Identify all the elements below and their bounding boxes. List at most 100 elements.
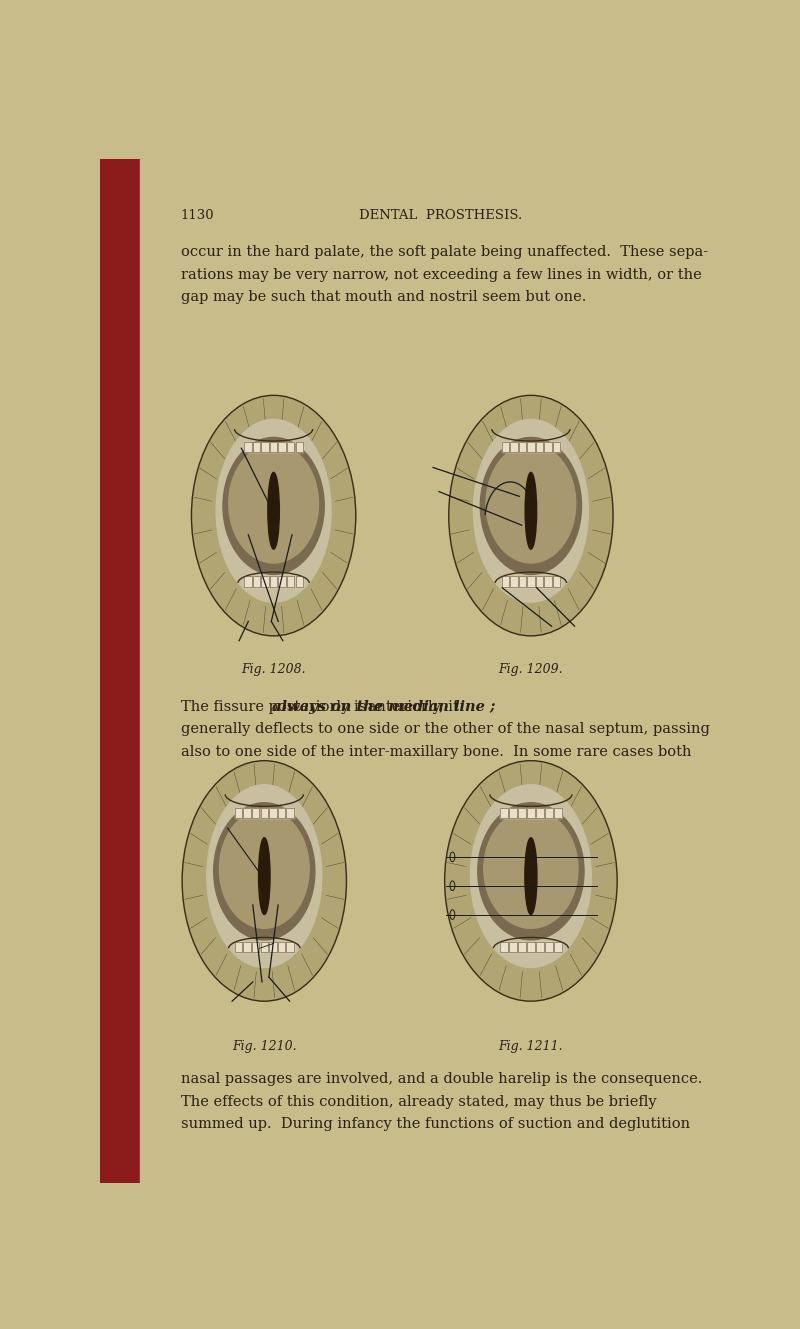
Bar: [509, 808, 517, 817]
Bar: [270, 577, 278, 586]
Bar: [235, 942, 242, 952]
Bar: [544, 443, 552, 452]
Text: Fig. 1211.: Fig. 1211.: [498, 1039, 563, 1053]
Bar: [253, 443, 260, 452]
Bar: [553, 577, 560, 586]
Bar: [252, 942, 259, 952]
Bar: [295, 443, 303, 452]
Bar: [527, 577, 534, 586]
Bar: [500, 808, 508, 817]
Bar: [269, 808, 277, 817]
Bar: [269, 808, 277, 817]
Ellipse shape: [470, 784, 591, 968]
Bar: [244, 443, 252, 452]
Ellipse shape: [484, 809, 578, 928]
Bar: [510, 577, 518, 586]
Ellipse shape: [229, 444, 318, 563]
Bar: [518, 577, 526, 586]
Bar: [278, 577, 286, 586]
Bar: [527, 443, 534, 452]
Bar: [278, 808, 285, 817]
Bar: [253, 577, 260, 586]
Text: anteriorly, it: anteriorly, it: [363, 700, 459, 714]
Text: Fig. 1208.: Fig. 1208.: [242, 663, 306, 676]
Bar: [286, 808, 294, 817]
Bar: [518, 577, 526, 586]
Bar: [252, 942, 259, 952]
Bar: [554, 942, 562, 952]
Bar: [553, 577, 560, 586]
Text: rations may be very narrow, not exceeding a few lines in width, or the: rations may be very narrow, not exceedin…: [181, 268, 702, 282]
Bar: [502, 577, 509, 586]
Bar: [536, 443, 543, 452]
Bar: [553, 443, 560, 452]
Bar: [295, 577, 303, 586]
Bar: [544, 443, 552, 452]
Bar: [253, 443, 260, 452]
Ellipse shape: [206, 784, 322, 968]
Bar: [553, 443, 560, 452]
Text: also to one side of the inter-maxillary bone.  In some rare cases both: also to one side of the inter-maxillary …: [181, 744, 691, 759]
Bar: [270, 443, 278, 452]
Bar: [500, 942, 508, 952]
Bar: [261, 942, 268, 952]
Text: DENTAL  PROSTHESIS.: DENTAL PROSTHESIS.: [359, 209, 522, 222]
Bar: [502, 443, 509, 452]
Bar: [544, 577, 552, 586]
Bar: [252, 808, 259, 817]
Bar: [235, 942, 242, 952]
Bar: [545, 942, 553, 952]
Bar: [500, 808, 508, 817]
Bar: [554, 808, 562, 817]
Bar: [518, 808, 526, 817]
Bar: [243, 808, 251, 817]
Bar: [243, 942, 251, 952]
Bar: [518, 942, 526, 952]
Bar: [235, 808, 242, 817]
Bar: [262, 577, 269, 586]
Bar: [509, 942, 517, 952]
Ellipse shape: [223, 437, 324, 574]
Ellipse shape: [258, 837, 270, 914]
Bar: [536, 942, 544, 952]
Bar: [527, 942, 535, 952]
Bar: [554, 808, 562, 817]
Ellipse shape: [449, 395, 613, 635]
Bar: [243, 942, 251, 952]
Text: occur in the hard palate, the soft palate being unaffected.  These sepa-: occur in the hard palate, the soft palat…: [181, 246, 708, 259]
Text: always on the median line ;: always on the median line ;: [272, 700, 495, 714]
Bar: [536, 443, 543, 452]
Bar: [510, 443, 518, 452]
Bar: [544, 577, 552, 586]
Bar: [270, 577, 278, 586]
Bar: [261, 808, 268, 817]
Ellipse shape: [480, 437, 582, 574]
Bar: [518, 443, 526, 452]
Bar: [295, 443, 303, 452]
Ellipse shape: [478, 803, 584, 940]
Text: summed up.  During infancy the functions of suction and deglutition: summed up. During infancy the functions …: [181, 1118, 690, 1131]
Bar: [269, 942, 277, 952]
Ellipse shape: [445, 760, 617, 1001]
Bar: [253, 577, 260, 586]
Bar: [502, 577, 509, 586]
Bar: [518, 808, 526, 817]
Bar: [252, 808, 259, 817]
Bar: [500, 942, 508, 952]
Bar: [235, 808, 242, 817]
Text: The effects of this condition, already stated, may thus be briefly: The effects of this condition, already s…: [181, 1095, 656, 1108]
Text: Fig. 1210.: Fig. 1210.: [232, 1039, 297, 1053]
Text: The fissure posteriorly is: The fissure posteriorly is: [181, 700, 370, 714]
Bar: [527, 808, 535, 817]
Bar: [509, 808, 517, 817]
Text: nasal passages are involved, and a double harelip is the consequence.: nasal passages are involved, and a doubl…: [181, 1073, 702, 1086]
Bar: [278, 808, 285, 817]
Bar: [278, 443, 286, 452]
Bar: [286, 808, 294, 817]
Text: Fig. 1209.: Fig. 1209.: [498, 663, 563, 676]
Bar: [269, 942, 277, 952]
Bar: [244, 577, 252, 586]
Bar: [244, 443, 252, 452]
Bar: [270, 443, 278, 452]
Bar: [261, 808, 268, 817]
